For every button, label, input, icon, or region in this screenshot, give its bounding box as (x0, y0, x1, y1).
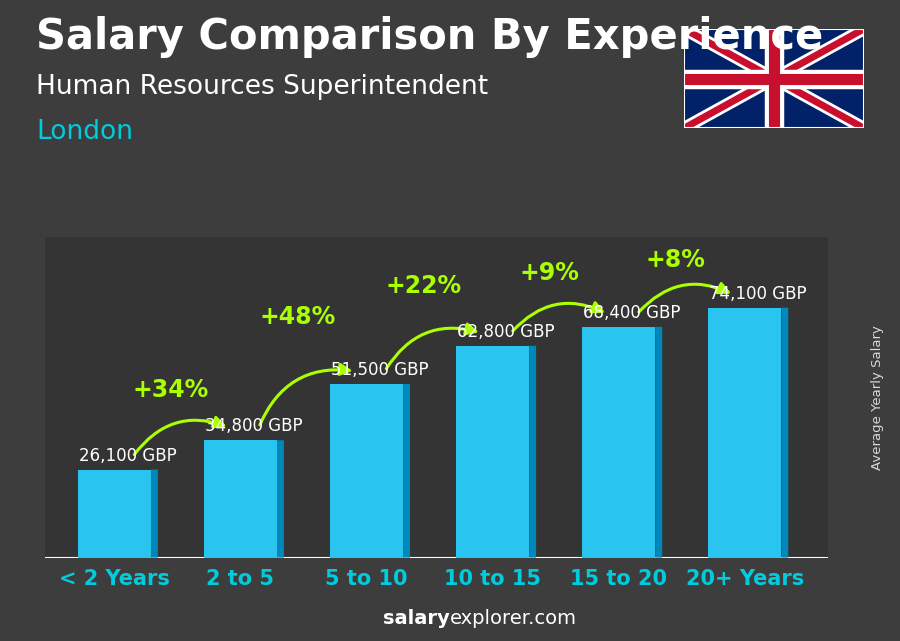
Text: Human Resources Superintendent: Human Resources Superintendent (36, 74, 488, 100)
Polygon shape (684, 29, 864, 128)
Polygon shape (151, 470, 158, 558)
Text: +22%: +22% (385, 274, 462, 297)
Text: 26,100 GBP: 26,100 GBP (79, 447, 176, 465)
Polygon shape (403, 384, 410, 558)
Text: 51,500 GBP: 51,500 GBP (331, 361, 428, 379)
Text: London: London (36, 119, 133, 145)
Text: 68,400 GBP: 68,400 GBP (583, 304, 681, 322)
FancyArrowPatch shape (134, 417, 223, 454)
Bar (582, 327, 655, 558)
FancyArrowPatch shape (386, 324, 476, 369)
Text: +48%: +48% (259, 306, 336, 329)
Text: +9%: +9% (519, 262, 580, 285)
FancyArrowPatch shape (639, 283, 728, 312)
Polygon shape (529, 345, 536, 558)
Text: 74,100 GBP: 74,100 GBP (709, 285, 807, 303)
Bar (708, 308, 781, 558)
Polygon shape (277, 440, 284, 558)
Text: 34,800 GBP: 34,800 GBP (205, 417, 302, 435)
Text: Average Yearly Salary: Average Yearly Salary (871, 325, 884, 470)
Text: explorer.com: explorer.com (450, 609, 577, 628)
Polygon shape (655, 327, 662, 558)
Polygon shape (781, 308, 788, 558)
Text: +34%: +34% (133, 378, 209, 402)
Text: 62,800 GBP: 62,800 GBP (457, 323, 555, 341)
Bar (456, 345, 529, 558)
Bar (77, 470, 151, 558)
Text: salary: salary (383, 609, 450, 628)
Bar (204, 440, 277, 558)
FancyArrowPatch shape (260, 365, 349, 425)
Bar (330, 384, 403, 558)
FancyArrowPatch shape (513, 303, 602, 331)
Text: +8%: +8% (645, 249, 706, 272)
Text: Salary Comparison By Experience: Salary Comparison By Experience (36, 16, 824, 58)
